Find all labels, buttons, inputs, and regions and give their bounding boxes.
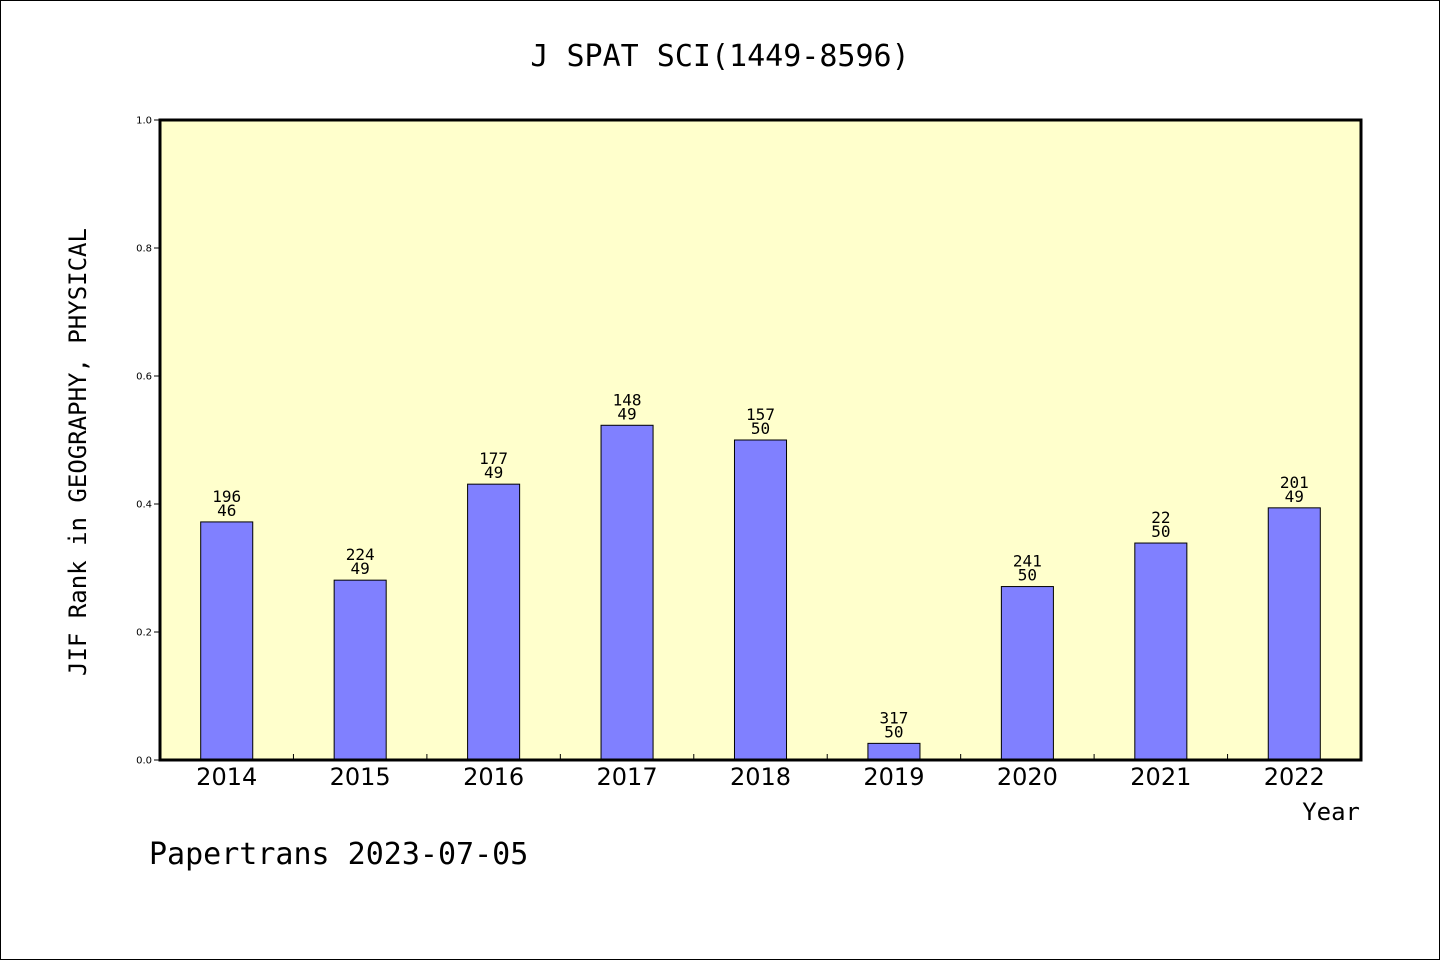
y-axis-ticks: 0.0 0.2 0.4 0.6 0.8 1.0	[136, 116, 160, 767]
x-axis-label: Year	[1302, 798, 1360, 826]
bar-label-bottom: 50	[1151, 522, 1170, 541]
bar-label-top: 224	[346, 545, 375, 564]
x-tick-label: 2018	[730, 763, 791, 791]
bar-2015	[333, 579, 387, 761]
y-tick-label: 1.0	[136, 116, 152, 127]
bar-2018	[733, 439, 788, 761]
bar-label-top: 317	[879, 708, 908, 727]
x-tick-label: 2022	[1264, 763, 1325, 791]
x-tick-label: 2019	[863, 763, 924, 791]
bar-label-top: 241	[1013, 552, 1042, 571]
chart-title: J SPAT SCI(1449-8596)	[530, 39, 909, 74]
x-axis-ticks: 2014 2015 2016 2017 2018 2019 2020 2021 2022	[196, 754, 1325, 791]
bar-2022	[1267, 507, 1321, 761]
bar-label-bottom: 50	[1018, 566, 1037, 585]
bar-2016	[467, 483, 521, 761]
footer-credit: Papertrans 2023-07-05	[149, 837, 528, 872]
y-tick-label: 0.8	[136, 244, 152, 255]
x-tick-label: 2014	[196, 763, 257, 791]
bar-label-bottom: 49	[1285, 487, 1304, 506]
bar-2021	[1134, 542, 1188, 761]
bar-label-top: 196	[212, 487, 241, 506]
x-tick-label: 2017	[597, 763, 658, 791]
y-axis-label: JIF Rank in GEOGRAPHY, PHYSICAL	[64, 228, 92, 676]
bar-2019	[867, 742, 921, 761]
bar-2020	[1000, 586, 1054, 761]
x-tick-label: 2020	[997, 763, 1058, 791]
bar-label-bottom: 46	[217, 501, 236, 520]
bar-label-top: 148	[613, 390, 642, 409]
x-tick-label: 2021	[1130, 763, 1191, 791]
bar-label-bottom: 50	[751, 419, 770, 438]
bar-label-bottom: 49	[351, 559, 370, 578]
y-tick-label: 0.6	[136, 372, 152, 383]
y-tick-label: 0.2	[136, 628, 152, 639]
plot-border	[158, 118, 1363, 762]
y-tick-label: 0.0	[136, 756, 152, 767]
y-tick-label: 0.4	[136, 500, 152, 511]
x-tick-label: 2015	[330, 763, 391, 791]
bar-label-top: 177	[479, 449, 508, 468]
bar-label-top: 157	[746, 405, 775, 424]
bar-label-top: 22	[1151, 508, 1170, 527]
bars	[200, 424, 1321, 761]
bar-label-bottom: 49	[617, 404, 636, 423]
bar-label-top: 201	[1280, 473, 1309, 492]
bar-label-bottom: 50	[884, 722, 903, 741]
bar-2014	[200, 521, 254, 761]
bar-2017	[600, 424, 654, 761]
bar-label-bottom: 49	[484, 463, 503, 482]
x-tick-label: 2016	[463, 763, 524, 791]
